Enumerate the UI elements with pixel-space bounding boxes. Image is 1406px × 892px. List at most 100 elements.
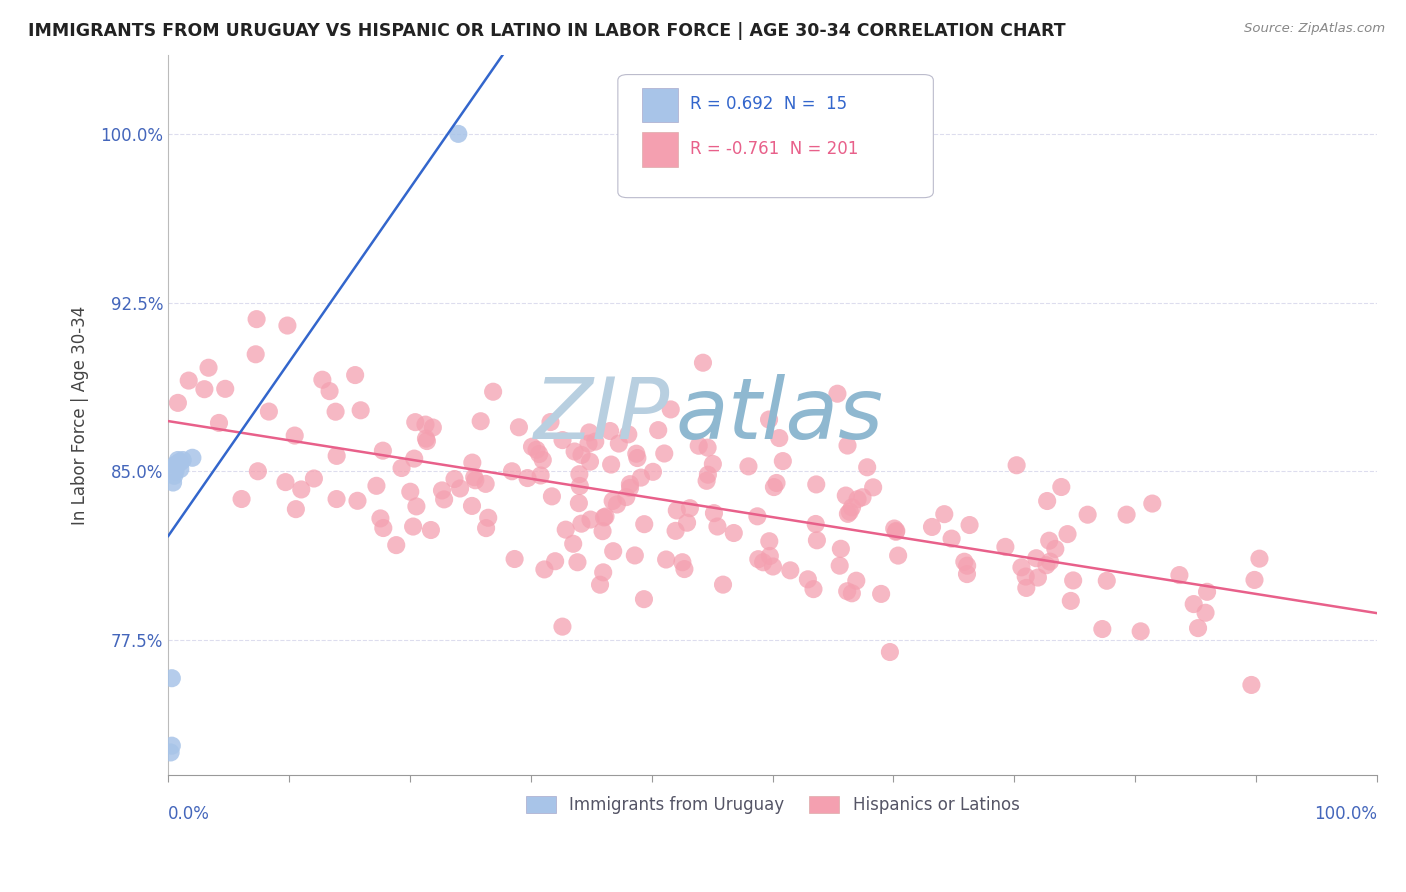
- Point: [1056, 527, 1078, 541]
- Point: [181, 450, 204, 465]
- Point: [571, 516, 593, 531]
- Point: [516, 471, 538, 485]
- Point: [163, 468, 186, 483]
- Point: [602, 494, 624, 508]
- Point: [1240, 678, 1263, 692]
- Point: [422, 420, 444, 434]
- Point: [1060, 594, 1083, 608]
- Text: R = 0.692  N =  15: R = 0.692 N = 15: [690, 95, 848, 113]
- Point: [568, 479, 591, 493]
- Point: [160, 671, 183, 685]
- Point: [1129, 624, 1152, 639]
- Point: [600, 458, 623, 472]
- Point: [828, 558, 851, 573]
- Point: [167, 455, 190, 469]
- Point: [758, 534, 780, 549]
- FancyBboxPatch shape: [617, 75, 934, 198]
- Point: [624, 549, 647, 563]
- Point: [461, 456, 484, 470]
- Text: atlas: atlas: [676, 374, 884, 457]
- Point: [1035, 558, 1057, 573]
- Point: [772, 454, 794, 468]
- Point: [1038, 533, 1060, 548]
- Point: [762, 480, 785, 494]
- Point: [578, 436, 600, 450]
- Point: [311, 373, 333, 387]
- Point: [884, 524, 907, 538]
- Point: [1045, 541, 1067, 556]
- Point: [474, 476, 496, 491]
- Point: [768, 431, 790, 445]
- Point: [350, 403, 373, 417]
- Point: [797, 572, 820, 586]
- Point: [551, 619, 574, 633]
- Text: 100.0%: 100.0%: [1315, 805, 1376, 823]
- Point: [762, 559, 785, 574]
- Point: [592, 524, 614, 538]
- Point: [246, 312, 269, 326]
- Point: [231, 491, 253, 506]
- Point: [527, 447, 550, 461]
- Point: [664, 524, 686, 538]
- Point: [160, 739, 183, 753]
- Point: [692, 356, 714, 370]
- Point: [165, 464, 187, 478]
- Point: [1243, 573, 1265, 587]
- Text: R = -0.761  N = 201: R = -0.761 N = 201: [690, 140, 859, 159]
- Point: [214, 382, 236, 396]
- Point: [806, 477, 828, 491]
- Point: [1062, 574, 1084, 588]
- Bar: [643, 132, 678, 167]
- Point: [284, 428, 307, 442]
- Point: [344, 368, 367, 382]
- Point: [169, 462, 191, 476]
- Point: [633, 517, 655, 532]
- Point: [841, 586, 863, 600]
- Point: [399, 484, 422, 499]
- Point: [1039, 555, 1062, 569]
- Point: [415, 432, 437, 446]
- Point: [688, 439, 710, 453]
- Point: [630, 470, 652, 484]
- Point: [385, 538, 408, 552]
- Point: [318, 384, 340, 398]
- Point: [402, 519, 425, 533]
- Point: [302, 471, 325, 485]
- Point: [404, 451, 426, 466]
- Point: [665, 503, 688, 517]
- Point: [564, 444, 586, 458]
- Point: [578, 425, 600, 440]
- Point: [837, 584, 859, 599]
- Point: [208, 416, 231, 430]
- Point: [592, 566, 614, 580]
- Point: [475, 521, 498, 535]
- Point: [579, 455, 602, 469]
- Point: [626, 450, 648, 465]
- Bar: [643, 87, 678, 122]
- Point: [373, 521, 395, 535]
- Point: [827, 386, 849, 401]
- Point: [290, 483, 312, 497]
- Point: [1026, 570, 1049, 584]
- Point: [617, 427, 640, 442]
- Point: [1095, 574, 1118, 588]
- Point: [652, 446, 675, 460]
- Point: [520, 440, 543, 454]
- Point: [430, 483, 453, 498]
- Point: [470, 414, 492, 428]
- Point: [464, 473, 486, 487]
- Point: [994, 540, 1017, 554]
- Point: [851, 490, 873, 504]
- Point: [477, 510, 499, 524]
- Point: [166, 458, 188, 472]
- Point: [593, 510, 616, 524]
- Point: [370, 511, 392, 525]
- Point: [602, 544, 624, 558]
- Point: [1050, 480, 1073, 494]
- Point: [806, 533, 828, 548]
- Point: [540, 415, 562, 429]
- Point: [1197, 584, 1219, 599]
- Point: [583, 434, 606, 449]
- Point: [887, 549, 910, 563]
- Point: [779, 563, 801, 577]
